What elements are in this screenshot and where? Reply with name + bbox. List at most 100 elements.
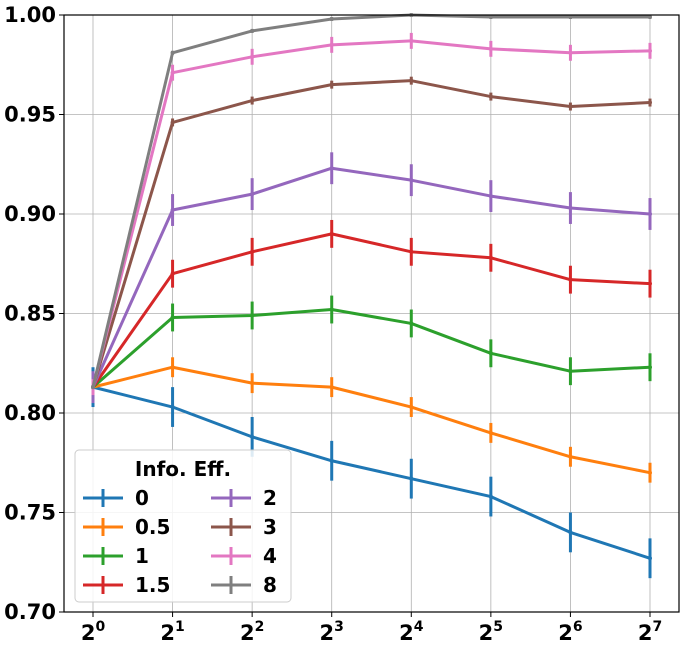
data-point: [329, 385, 334, 390]
x-tick-label: 21: [160, 619, 184, 645]
legend-item-3: 3: [211, 515, 277, 539]
data-point: [488, 94, 493, 99]
data-point: [250, 98, 255, 103]
legend-label: 8: [263, 573, 277, 597]
legend-label: 2: [263, 486, 277, 510]
series-2: [91, 152, 652, 404]
legend-label: 4: [263, 544, 277, 568]
legend-title: Info. Eff.: [135, 457, 231, 481]
data-point: [329, 42, 334, 47]
y-tick-label: 0.75: [4, 501, 56, 525]
data-point: [409, 38, 414, 43]
plot-series: [91, 13, 652, 579]
data-point: [568, 369, 573, 374]
series-8: [91, 13, 652, 390]
y-tick-label: 0.85: [4, 302, 56, 326]
y-tick-label: 0.80: [4, 401, 56, 425]
data-point: [250, 192, 255, 197]
data-point: [568, 277, 573, 282]
y-tick-label: 1.00: [4, 3, 56, 27]
data-point: [488, 351, 493, 356]
data-point: [170, 271, 175, 276]
data-point: [250, 249, 255, 254]
data-point: [488, 46, 493, 51]
series-line: [92, 365, 651, 475]
data-point: [170, 70, 175, 75]
data-point: [568, 454, 573, 459]
data-point: [250, 381, 255, 386]
data-point: [170, 50, 175, 55]
legend-label: 0.5: [135, 515, 170, 539]
data-point: [170, 405, 175, 410]
data-point: [250, 434, 255, 439]
x-tick-label: 23: [320, 619, 344, 645]
legend-item-8: 8: [211, 573, 277, 597]
legend: Info. Eff. 0 0.5 1 1.5 2 3 4 8: [74, 449, 292, 603]
data-point: [170, 208, 175, 213]
legend-label: 3: [263, 515, 277, 539]
x-tick-label: 22: [240, 619, 264, 645]
series-4: [91, 32, 652, 396]
legend-label: 1.5: [135, 573, 170, 597]
data-point: [329, 307, 334, 312]
data-point: [329, 458, 334, 463]
x-tick-label: 26: [558, 619, 582, 645]
data-point: [409, 178, 414, 183]
legend-item-4: 4: [211, 544, 277, 568]
series-line: [92, 385, 651, 560]
data-point: [170, 120, 175, 125]
data-point: [329, 16, 334, 21]
legend-item-2: 2: [211, 486, 277, 510]
data-point: [409, 405, 414, 410]
data-point: [409, 321, 414, 326]
x-tick-label: 24: [399, 619, 424, 645]
x-tick-label: 20: [81, 619, 106, 645]
data-point: [568, 206, 573, 211]
data-point: [409, 249, 414, 254]
data-point: [488, 255, 493, 260]
legend-label: 1: [135, 544, 149, 568]
series-1: [91, 295, 652, 402]
data-point: [91, 385, 95, 390]
legend-item-0: 0: [83, 486, 149, 510]
series-line: [91, 39, 651, 388]
data-point: [250, 54, 255, 59]
x-tick-label: 25: [479, 619, 503, 645]
y-tick-label: 0.90: [4, 202, 56, 226]
data-point: [568, 104, 573, 109]
legend-label: 0: [135, 486, 149, 510]
data-point: [648, 281, 652, 286]
data-point: [648, 100, 652, 105]
data-point: [488, 494, 493, 499]
series-line: [91, 232, 651, 388]
data-point: [250, 28, 255, 33]
data-point: [648, 212, 652, 216]
y-tick-label: 0.95: [4, 103, 56, 127]
series-line: [91, 79, 651, 388]
data-point: [648, 556, 652, 561]
series-line: [91, 13, 650, 388]
data-point: [488, 194, 493, 199]
series-1.5: [91, 219, 652, 402]
data-point: [568, 50, 573, 55]
legend-item-1.5: 1.5: [83, 573, 170, 597]
data-point: [648, 470, 652, 475]
data-point: [250, 313, 255, 318]
data-point: [488, 14, 493, 19]
series-3: [91, 76, 652, 392]
legend-item-1: 1: [83, 544, 149, 568]
data-point: [329, 82, 334, 87]
data-point: [329, 231, 334, 236]
data-point: [648, 14, 652, 19]
x-tick-label: 27: [638, 619, 662, 645]
data-point: [409, 78, 414, 83]
data-point: [329, 166, 334, 171]
data-point: [648, 365, 652, 370]
data-point: [568, 14, 573, 19]
data-point: [170, 365, 175, 370]
legend-item-0.5: 0.5: [83, 515, 170, 539]
series-line: [91, 166, 651, 388]
legend-box: [74, 449, 292, 603]
